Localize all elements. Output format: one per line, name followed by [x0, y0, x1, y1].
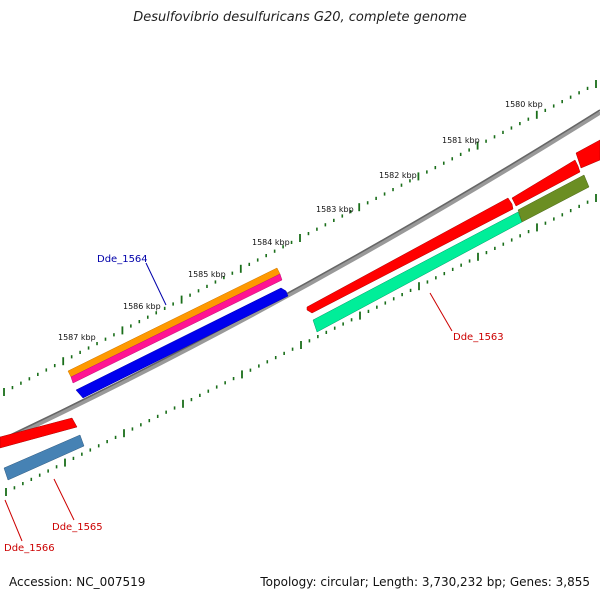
feature-orange: [67, 267, 281, 378]
gene-label-dde-1565[interactable]: Dde_1565: [52, 522, 103, 533]
feature-blue[interactable]: [75, 287, 289, 399]
feature-red-large[interactable]: [306, 197, 514, 314]
tick-label-1581: 1581 kbp: [442, 136, 480, 145]
tick-label-1586: 1586 kbp: [123, 302, 161, 311]
leader-line-dde-1565: [53, 478, 75, 521]
leader-line-dde-1566: [4, 499, 23, 542]
inner-scale-track: [5, 194, 597, 496]
feature-red-lower-left[interactable]: [0, 417, 78, 449]
feature-teal[interactable]: [312, 211, 523, 333]
genome-summary-text: Topology: circular; Length: 3,730,232 bp…: [260, 575, 590, 589]
tick-label-1585: 1585 kbp: [188, 270, 226, 279]
feature-olive[interactable]: [517, 174, 590, 223]
map-title: Desulfovibrio desulfuricans G20, complet…: [133, 10, 467, 25]
feature-magenta: [70, 273, 283, 384]
tick-label-1583: 1583 kbp: [316, 205, 354, 214]
tick-label-1584: 1584 kbp: [252, 238, 290, 247]
tick-label-1580: 1580 kbp: [505, 100, 543, 109]
gene-label-dde-1566[interactable]: Dde_1566: [4, 543, 55, 554]
gene-dde-1564-group[interactable]: [67, 267, 289, 399]
leader-line-dde-1563: [429, 292, 453, 332]
feature-steelblue[interactable]: [3, 434, 85, 481]
gene-label-dde-1563[interactable]: Dde_1563: [453, 332, 504, 343]
outer-scale-track: [3, 80, 597, 396]
feature-red-edge[interactable]: [575, 139, 600, 169]
leader-line-dde-1564: [145, 262, 167, 306]
feature-red-upper[interactable]: [511, 159, 581, 207]
tick-label-1587: 1587 kbp: [58, 333, 96, 342]
tick-label-1582: 1582 kbp: [379, 171, 417, 180]
gene-label-dde-1564[interactable]: Dde_1564: [97, 254, 148, 265]
accession-text: Accession: NC_007519: [9, 575, 146, 589]
genome-backbone: [0, 109, 600, 445]
